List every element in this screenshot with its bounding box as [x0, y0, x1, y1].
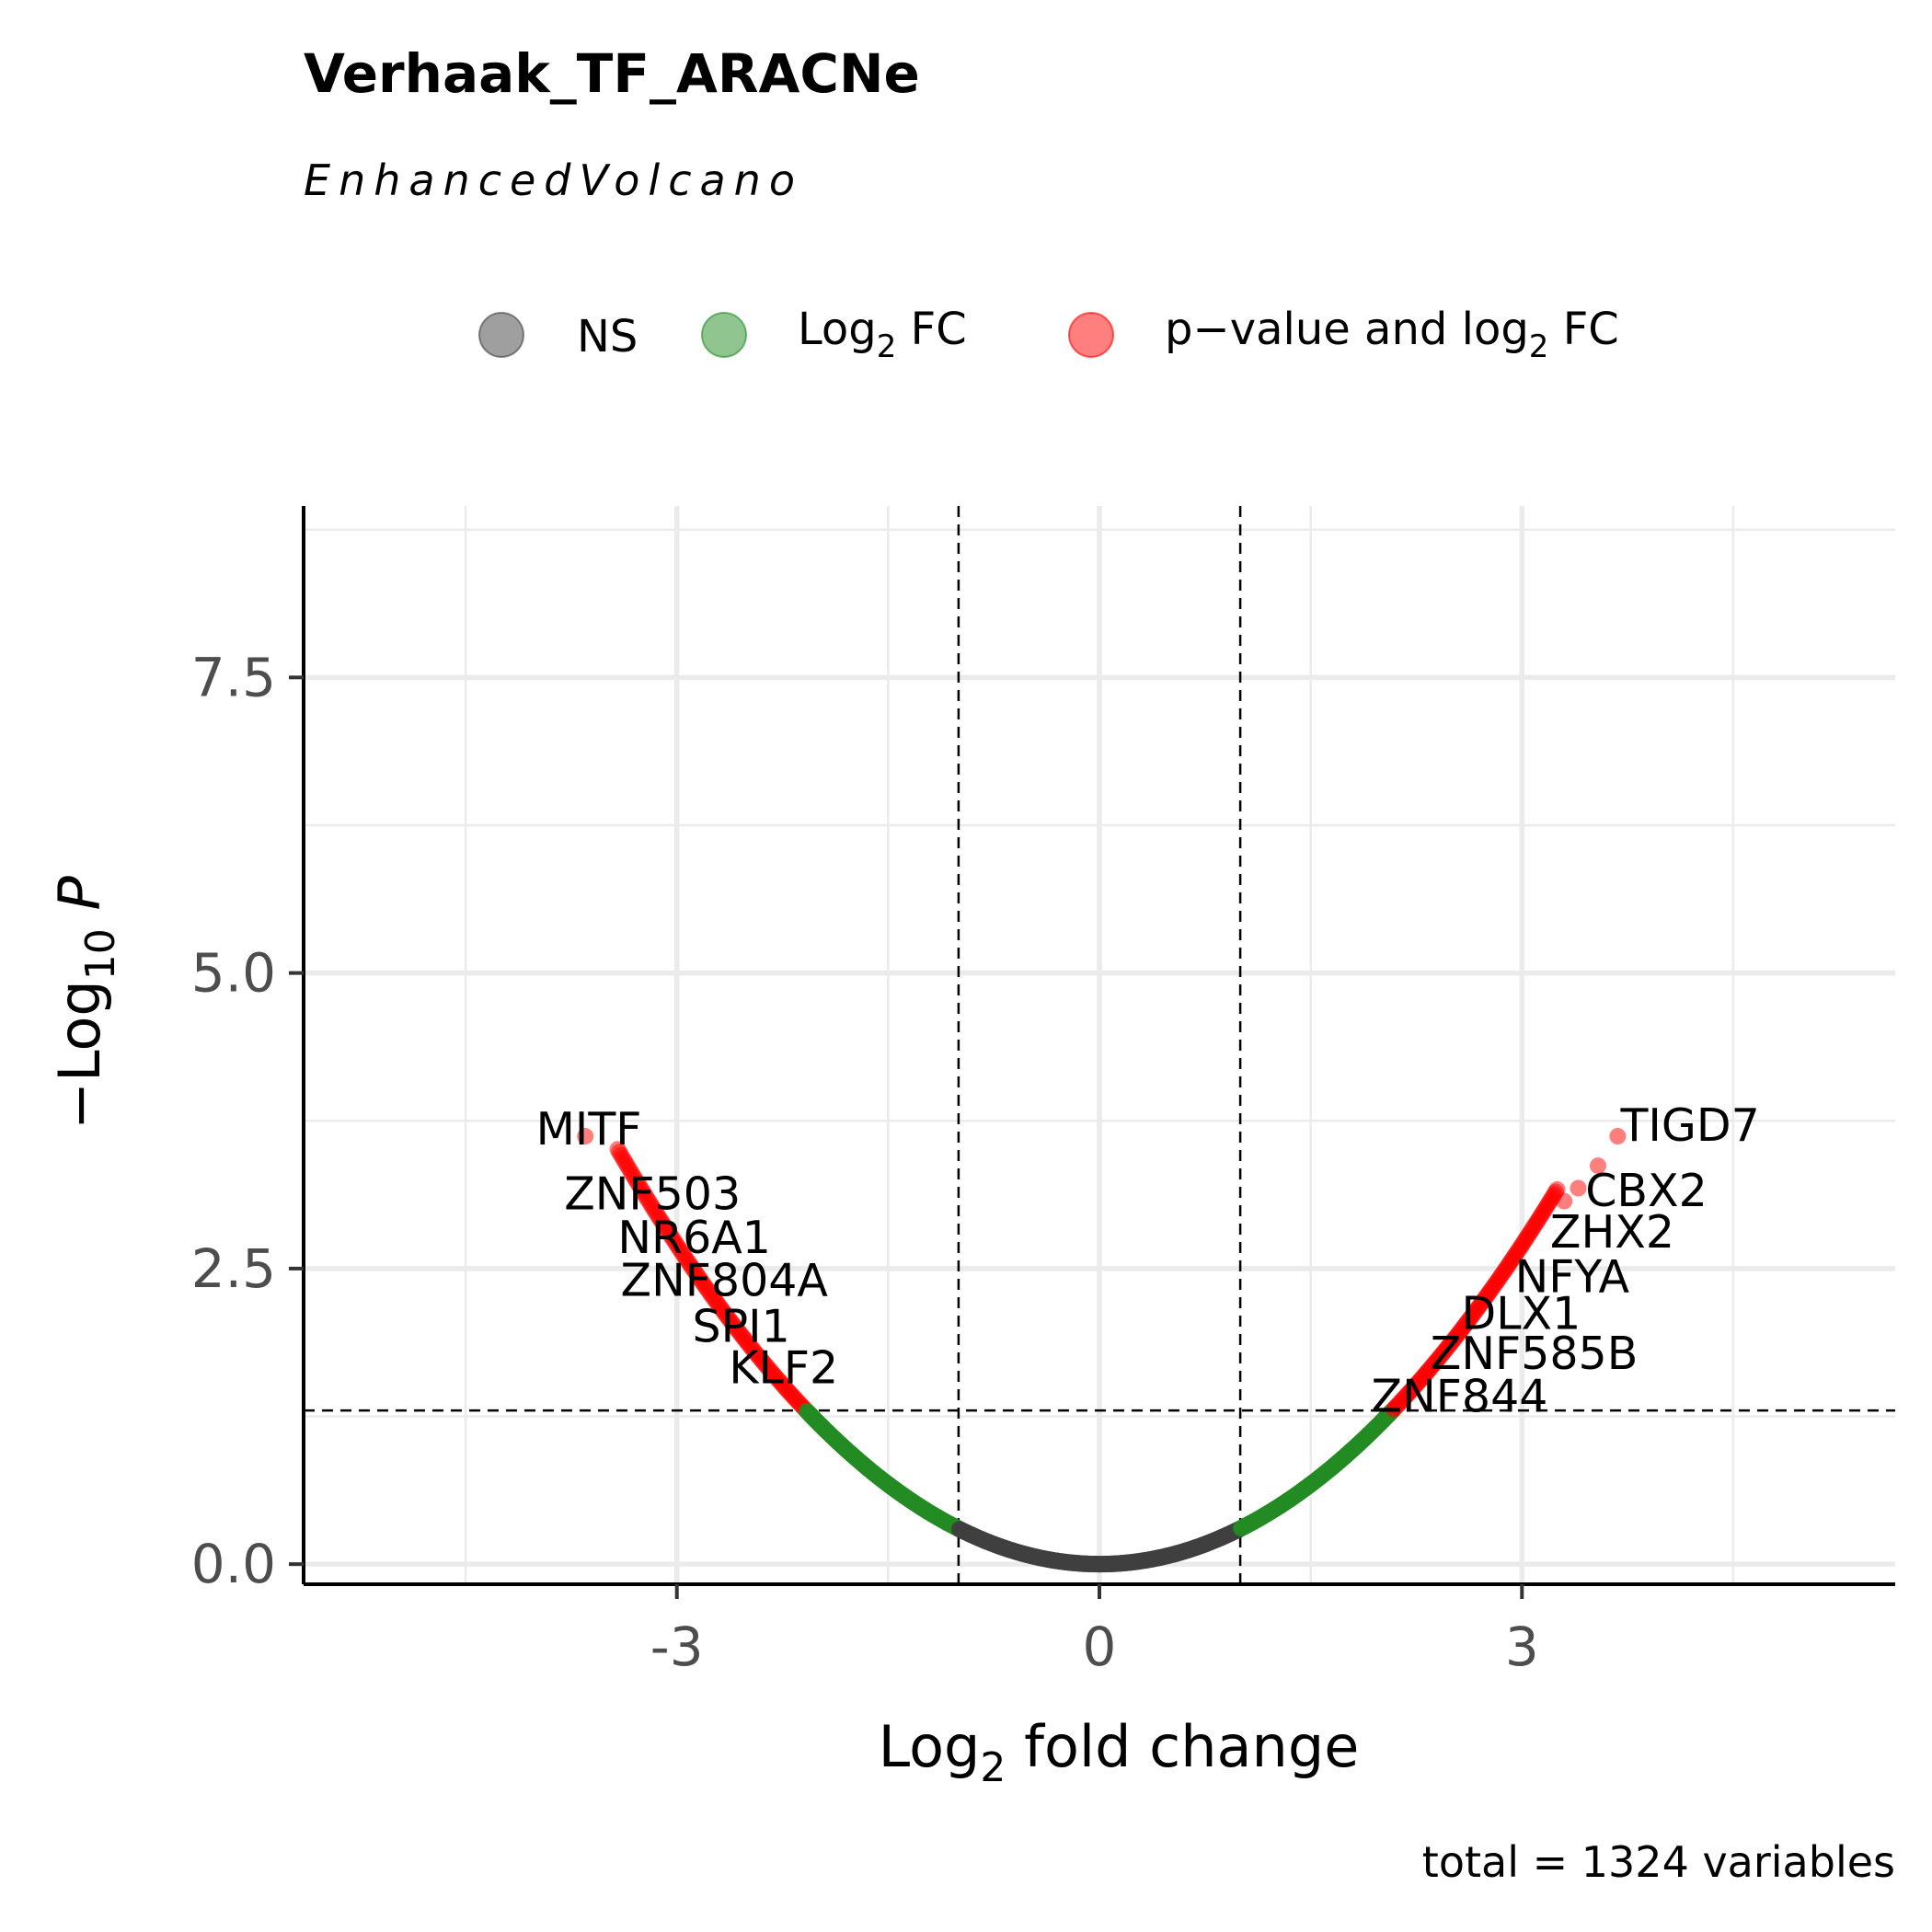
gene-label-tigd7: TIGD7 — [1620, 1099, 1760, 1152]
caption: total = 1324 variables — [1422, 1837, 1895, 1887]
tick-labels: -3 0 3 0.0 2.5 5.0 7.5 — [191, 646, 1539, 1678]
legend-label-both-sub: 2 — [1529, 328, 1549, 365]
legend-label-both-rest: FC — [1548, 304, 1618, 355]
y-axis-title-sub: 10 — [77, 928, 124, 980]
gene-label-klf2: KLF2 — [729, 1342, 838, 1395]
legend-key-ns — [478, 312, 524, 358]
data-points — [577, 1128, 1627, 1573]
legend-label-fc-rest: FC — [896, 304, 966, 355]
data-point-749 — [577, 1128, 594, 1144]
x-tick-label-0: -3 — [650, 1616, 704, 1678]
y-tick-label-2: 5.0 — [191, 942, 276, 1005]
gene-label-spi1: SPI1 — [693, 1301, 790, 1353]
y-axis-title-italic: P — [46, 875, 113, 910]
gene-label-znf844: ZNF844 — [1372, 1370, 1548, 1422]
data-point-750 — [1590, 1157, 1606, 1175]
x-axis-title: Log2 fold change — [879, 1713, 1360, 1791]
x-tick-label-2: 3 — [1505, 1616, 1539, 1678]
x-tick-label-1: 0 — [1083, 1616, 1117, 1678]
gene-label-nr6a1: NR6A1 — [617, 1212, 771, 1264]
y-tick-label-0: 0.0 — [191, 1533, 276, 1595]
gene-label-znf585b: ZNF585B — [1431, 1328, 1639, 1380]
gene-label-znf804a: ZNF804A — [621, 1254, 829, 1306]
chart-title: Verhaak_TF_ARACNe — [304, 42, 920, 105]
legend-label-ns: NS — [577, 311, 638, 362]
legend-label-fc-base: Log — [798, 304, 877, 355]
gene-labels: MITFZNF503NR6A1ZNF804ASPI1KLF2TIGD7CBX2Z… — [536, 1099, 1760, 1422]
legend-label-fc-sub: 2 — [877, 328, 897, 365]
gene-label-zhx2: ZHX2 — [1550, 1206, 1674, 1259]
gene-label-mitf: MITF — [536, 1103, 642, 1156]
y-axis-title-space — [46, 910, 113, 928]
chart-subtitle: EnhancedVolcano — [304, 155, 803, 205]
gene-label-dlx1: DLX1 — [1462, 1287, 1581, 1340]
y-tick-label-1: 2.5 — [191, 1237, 276, 1300]
gene-label-cbx2: CBX2 — [1585, 1165, 1708, 1217]
legend-key-both — [1068, 312, 1114, 358]
y-axis-title: −Log10 P — [46, 875, 124, 1129]
cutoff-lines — [304, 506, 1895, 1584]
gene-label-znf503: ZNF503 — [564, 1168, 741, 1221]
data-point-752 — [1570, 1179, 1587, 1197]
x-axis-title-base: Log — [879, 1713, 981, 1780]
x-axis-title-sub: 2 — [980, 1744, 1006, 1791]
data-point-753 — [1556, 1192, 1573, 1210]
data-point-751 — [1609, 1128, 1627, 1144]
legend-label-both-base: p−value and log — [1165, 304, 1529, 355]
x-axis-title-rest: fold change — [1006, 1713, 1359, 1780]
legend-label-fc: Log2 FC — [798, 304, 967, 365]
axes — [289, 506, 1895, 1599]
legend: NS Log2 FC p−value and log2 FC — [478, 304, 1619, 365]
gene-label-nfya: NFYA — [1515, 1251, 1630, 1304]
legend-key-fc — [701, 312, 747, 358]
y-axis-title-prefix: −Log — [46, 980, 113, 1130]
legend-label-both: p−value and log2 FC — [1165, 304, 1619, 365]
y-tick-label-3: 7.5 — [191, 646, 276, 708]
